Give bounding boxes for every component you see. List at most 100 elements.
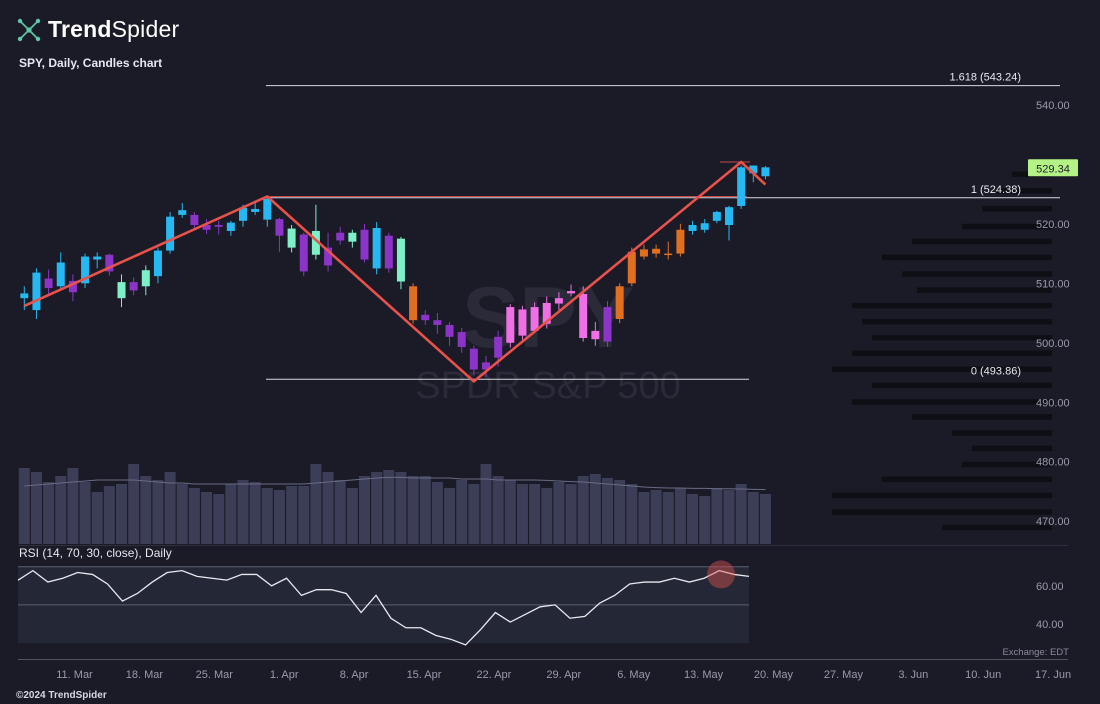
volume-profile-bar-15 bbox=[912, 414, 1052, 420]
candle-body-37 bbox=[469, 348, 478, 370]
candle-body-1 bbox=[32, 272, 41, 311]
candle-body-4 bbox=[68, 280, 77, 293]
candle-body-59 bbox=[737, 167, 746, 206]
volume-bar-33 bbox=[419, 476, 431, 544]
time-tick-label-13: 10. Jun bbox=[965, 669, 1001, 681]
volume-bar-0 bbox=[18, 468, 30, 544]
candle-body-20 bbox=[263, 198, 272, 220]
volume-bar-60 bbox=[747, 492, 759, 544]
volume-bar-27 bbox=[346, 488, 358, 544]
watermark-name: SPDR S&P 500 bbox=[415, 365, 680, 407]
volume-bar-56 bbox=[699, 496, 711, 544]
time-tick-label-6: 22. Apr bbox=[476, 669, 511, 681]
volume-profile-bar-6 bbox=[902, 271, 1052, 277]
volume-bar-9 bbox=[128, 464, 140, 544]
price-tick-label-0: 540.00 bbox=[1036, 100, 1070, 112]
candle-body-24 bbox=[311, 230, 320, 255]
volume-bar-24 bbox=[310, 464, 322, 544]
volume-profile-bar-21 bbox=[832, 509, 1052, 515]
candle-body-31 bbox=[396, 238, 405, 282]
price-tick-label-7: 470.00 bbox=[1036, 516, 1070, 528]
volume-bar-48 bbox=[602, 478, 613, 544]
volume-profile-bar-2 bbox=[982, 205, 1052, 212]
candle-body-15 bbox=[202, 225, 211, 230]
volume-bar-17 bbox=[225, 484, 237, 544]
candle-body-10 bbox=[141, 270, 150, 287]
candle-body-56 bbox=[700, 223, 709, 230]
fib-levels: 1.618 (543.24) 1 (524.38) 0 (493.86) bbox=[266, 72, 1060, 380]
candle-body-45 bbox=[567, 291, 576, 294]
volume-bar-22 bbox=[286, 486, 298, 544]
exchange-label: Exchange: EDT bbox=[1002, 647, 1069, 658]
chart-subtitle: SPY, Daily, Candles chart bbox=[19, 56, 163, 70]
volume-ma-line bbox=[24, 476, 766, 491]
candle-body-23 bbox=[299, 234, 308, 272]
volume-bar-29 bbox=[371, 472, 383, 544]
volume-bar-40 bbox=[504, 480, 516, 544]
rsi-highlight-marker bbox=[707, 560, 735, 589]
volume-bar-41 bbox=[516, 484, 528, 544]
candle-body-27 bbox=[348, 232, 357, 242]
volume-bar-28 bbox=[359, 476, 370, 544]
candle-body-22 bbox=[287, 228, 296, 248]
candle-body-30 bbox=[384, 235, 393, 269]
last-price-tag bbox=[1028, 159, 1078, 177]
volume-bar-43 bbox=[541, 488, 553, 544]
rsi-panel: 60.00 40.00 bbox=[17, 560, 1064, 646]
volume-bar-15 bbox=[201, 492, 213, 544]
volume-bar-30 bbox=[383, 470, 395, 544]
brand-name: TrendSpider bbox=[48, 16, 180, 42]
volume-bar-7 bbox=[103, 486, 115, 544]
volume-bar-4 bbox=[67, 468, 79, 544]
volume-bar-47 bbox=[589, 474, 601, 544]
candle-body-25 bbox=[324, 247, 333, 266]
price-tick-label-5: 490.00 bbox=[1036, 397, 1070, 409]
pattern-zigzag bbox=[23, 160, 767, 383]
candle-body-49 bbox=[615, 286, 624, 319]
volume-profile-bar-7 bbox=[917, 287, 1052, 293]
volume-bar-26 bbox=[334, 480, 346, 544]
volume-profile-bar-10 bbox=[872, 335, 1052, 341]
time-tick-label-0: 11. Mar bbox=[56, 669, 93, 681]
volume-bar-16 bbox=[213, 494, 225, 544]
volume-profile bbox=[832, 171, 1052, 531]
volume-bar-6 bbox=[91, 492, 103, 544]
volume-bar-46 bbox=[577, 476, 589, 544]
time-tick-label-2: 25. Mar bbox=[196, 669, 234, 681]
volume-bar-23 bbox=[298, 486, 310, 544]
time-tick-label-4: 8. Apr bbox=[340, 669, 369, 681]
volume-bar-18 bbox=[237, 480, 249, 544]
volume-bar-39 bbox=[492, 476, 504, 544]
candle-body-9 bbox=[129, 282, 138, 291]
candle-body-48 bbox=[603, 307, 612, 342]
volume-profile-bar-5 bbox=[882, 254, 1052, 261]
volume-bar-11 bbox=[152, 480, 164, 544]
volume-bar-58 bbox=[723, 490, 735, 544]
candle-body-58 bbox=[725, 207, 733, 226]
volume-profile-bar-16 bbox=[952, 430, 1052, 436]
volume-bar-57 bbox=[711, 488, 723, 544]
candle-body-43 bbox=[542, 302, 551, 324]
volume-bar-59 bbox=[735, 484, 747, 544]
candle-body-33 bbox=[421, 314, 430, 321]
spider-logo-icon bbox=[17, 18, 41, 41]
volume-bar-1 bbox=[30, 472, 42, 544]
candle-body-2 bbox=[44, 278, 53, 289]
volume-bar-45 bbox=[565, 484, 577, 544]
price-tick-label-6: 480.00 bbox=[1036, 457, 1070, 469]
volume-bar-50 bbox=[626, 484, 638, 544]
volume-bar-8 bbox=[116, 484, 127, 544]
candle-body-16 bbox=[214, 225, 223, 227]
rsi-tick-label-1: 40.00 bbox=[1036, 619, 1064, 631]
time-tick-label-5: 15. Apr bbox=[407, 669, 442, 681]
price-tick-label-4: 500.00 bbox=[1036, 338, 1070, 350]
candle-body-18 bbox=[239, 207, 247, 221]
volume-bar-12 bbox=[164, 472, 176, 544]
rsi-line bbox=[17, 569, 750, 646]
candle-body-40 bbox=[506, 307, 515, 343]
volume-profile-bar-1 bbox=[997, 188, 1052, 194]
volume-profile-bar-22 bbox=[942, 524, 1052, 531]
candle-body-50 bbox=[627, 251, 636, 284]
candle-body-28 bbox=[360, 229, 369, 260]
